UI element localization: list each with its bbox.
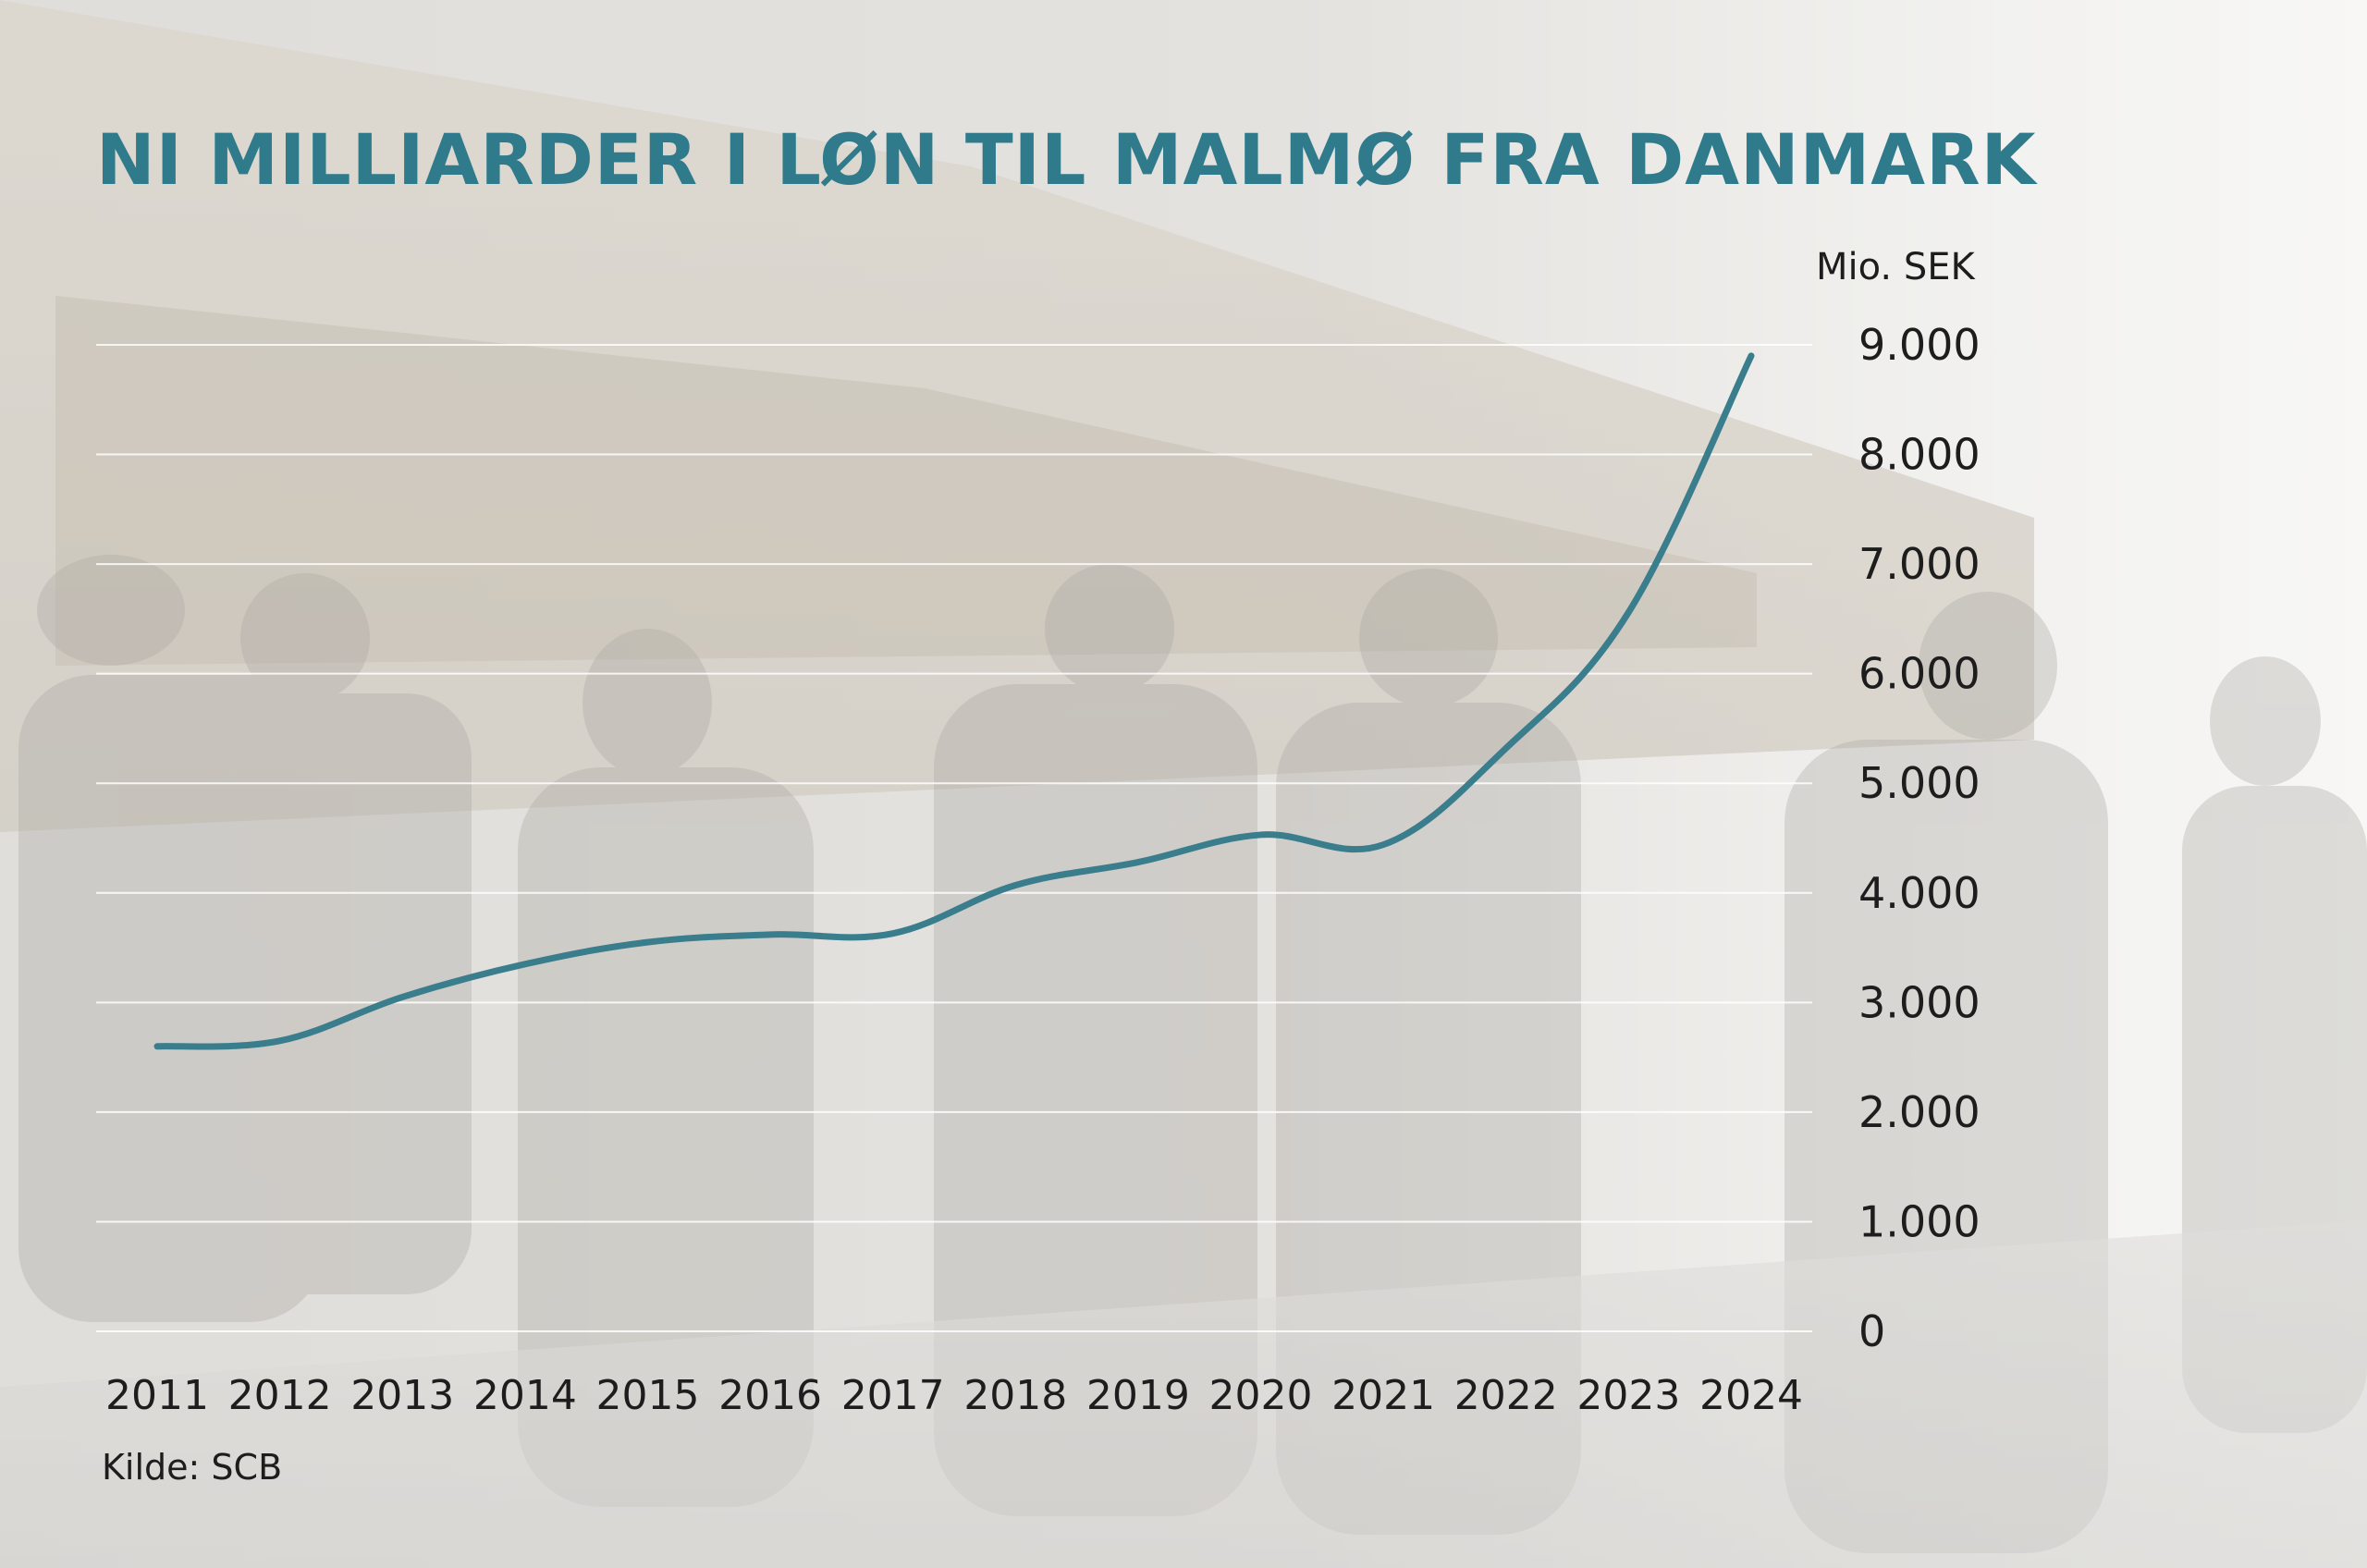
y-axis-unit-label: Mio. SEK xyxy=(1816,246,1975,288)
x-tick-label: 2014 xyxy=(473,1372,577,1419)
x-tick-label: 2011 xyxy=(105,1372,209,1419)
y-tick-label: 2.000 xyxy=(1858,1087,1981,1137)
x-tick-label: 2022 xyxy=(1454,1372,1558,1419)
y-tick-label: 9.000 xyxy=(1858,320,1981,370)
x-tick-label: 2012 xyxy=(228,1372,332,1419)
x-tick-label: 2019 xyxy=(1086,1372,1190,1419)
series-line xyxy=(153,352,1755,1050)
y-tick-label: 5.000 xyxy=(1858,758,1981,808)
y-tick-label: 1.000 xyxy=(1858,1196,1981,1246)
y-tick-label: 6.000 xyxy=(1858,649,1981,699)
x-tick-label: 2021 xyxy=(1331,1372,1435,1419)
x-tick-label: 2013 xyxy=(350,1372,454,1419)
x-tick-label: 2020 xyxy=(1209,1372,1313,1419)
y-tick-label: 8.000 xyxy=(1858,430,1981,480)
x-tick-label: 2018 xyxy=(963,1372,1067,1419)
x-tick-label: 2023 xyxy=(1576,1372,1680,1419)
x-axis-ticks: 2011 2012 2013 2014 2015 2016 2017 2018 2019 2020… xyxy=(105,1372,1803,1419)
y-tick-label: 0 xyxy=(1858,1306,1885,1356)
y-tick-label: 7.000 xyxy=(1858,539,1981,589)
chart-title: NI MILLIARDER I LØN TIL MALMØ FRA DANMAR… xyxy=(96,118,2037,201)
x-tick-label: 2015 xyxy=(595,1372,699,1419)
source-note: Kilde: SCB xyxy=(102,1447,283,1488)
y-tick-label: 4.000 xyxy=(1858,868,1981,918)
y-tick-label: 3.000 xyxy=(1858,977,1981,1027)
series-layer xyxy=(153,352,1755,1050)
x-tick-label: 2016 xyxy=(718,1372,822,1419)
x-tick-label: 2017 xyxy=(841,1372,945,1419)
x-tick-label: 2024 xyxy=(1699,1372,1803,1419)
gridlines xyxy=(96,344,1812,1332)
y-axis-ticks: 0 1.000 2.000 3.000 4.000 5.000 6.000 7.000 8.00… xyxy=(1858,320,1981,1356)
